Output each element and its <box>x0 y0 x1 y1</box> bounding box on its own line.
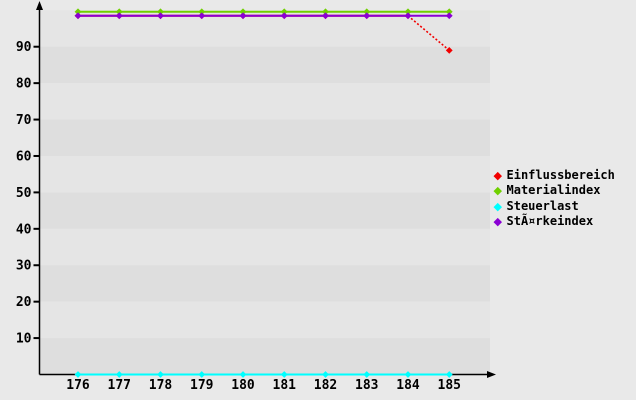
x-tick-label: 179 <box>190 378 213 393</box>
data-point-marker <box>198 371 206 378</box>
data-point-marker <box>115 12 123 20</box>
x-tick-label: 181 <box>273 378 297 393</box>
data-point-marker <box>404 12 412 20</box>
plot-background-band <box>40 265 490 302</box>
diamond-icon <box>493 187 502 195</box>
x-tick-label: 176 <box>66 378 90 393</box>
data-point-marker <box>280 371 288 378</box>
x-tick-label: 185 <box>438 378 461 393</box>
data-point-marker <box>239 12 247 20</box>
y-tick-label: 90 <box>16 40 32 55</box>
data-point-marker <box>239 371 247 378</box>
plot-background-band <box>40 119 490 156</box>
chart-legend: Einflussbereich Materialindex Steuerlast St… <box>492 168 615 230</box>
legend-label: Materialindex <box>506 183 601 198</box>
y-tick-label: 30 <box>16 259 32 274</box>
plot-background-band <box>40 192 490 229</box>
x-tick-label: 180 <box>231 378 255 393</box>
data-point-marker <box>445 46 453 54</box>
plot-background-band <box>40 301 490 339</box>
data-point-marker <box>363 8 371 16</box>
x-tick-label: 177 <box>108 378 131 393</box>
series-line-dotted-segment <box>407 15 450 51</box>
legend-item-steuerlast: Steuerlast <box>492 199 615 214</box>
x-tick-label: 178 <box>149 378 173 393</box>
y-tick-label: 10 <box>16 332 32 347</box>
data-point-marker <box>115 371 123 378</box>
legend-item-materialindex: Materialindex <box>492 183 615 198</box>
data-point-marker <box>322 8 329 16</box>
data-point-marker <box>74 12 82 20</box>
y-tick-label: 80 <box>16 77 32 92</box>
y-tick-label: 70 <box>16 113 32 128</box>
data-point-marker <box>404 8 412 16</box>
legend-label: Einflussbereich <box>506 168 615 182</box>
data-point-marker <box>445 12 453 20</box>
data-point-marker <box>115 8 123 16</box>
x-tick-label: 183 <box>355 378 378 393</box>
y-axis-arrow-icon <box>36 1 43 10</box>
legend-label: Steuerlast <box>506 198 579 213</box>
plot-background-band <box>40 155 490 193</box>
data-point-marker <box>363 12 371 20</box>
data-point-marker <box>157 12 164 20</box>
y-tick-label: 50 <box>16 186 32 201</box>
y-tick-label: 20 <box>16 295 32 310</box>
x-axis-arrow-icon <box>487 371 496 378</box>
legend-label: StÃ¤rkeindex <box>506 214 594 229</box>
data-point-marker <box>280 12 288 20</box>
data-point-marker <box>280 8 288 16</box>
data-point-marker <box>198 8 206 16</box>
plot-background-band <box>40 228 490 266</box>
data-point-marker <box>74 8 82 16</box>
data-point-marker <box>74 371 82 378</box>
y-tick-label: 60 <box>16 149 32 164</box>
legend-item-einflussbereich: Einflussbereich <box>492 168 615 183</box>
plot-background-band <box>40 83 490 120</box>
y-tick-label: 40 <box>16 222 32 237</box>
diamond-icon <box>493 171 502 180</box>
plot-background-band <box>40 338 490 375</box>
data-point-marker <box>322 12 329 20</box>
x-tick-label: 182 <box>314 378 337 393</box>
data-point-marker <box>239 8 247 16</box>
data-point-marker <box>157 371 164 378</box>
data-point-marker <box>445 8 453 16</box>
data-point-marker <box>198 12 206 20</box>
data-point-marker <box>445 371 453 378</box>
x-tick-label: 184 <box>396 378 420 393</box>
data-point-marker <box>322 371 329 378</box>
legend-item-st-rkeindex: StÃ¤rkeindex <box>492 214 615 229</box>
data-point-marker <box>157 8 164 16</box>
diamond-icon <box>493 217 502 226</box>
plot-background-band <box>40 46 490 84</box>
data-point-marker <box>404 371 412 378</box>
data-point-marker <box>363 371 371 378</box>
diamond-icon <box>493 202 502 211</box>
